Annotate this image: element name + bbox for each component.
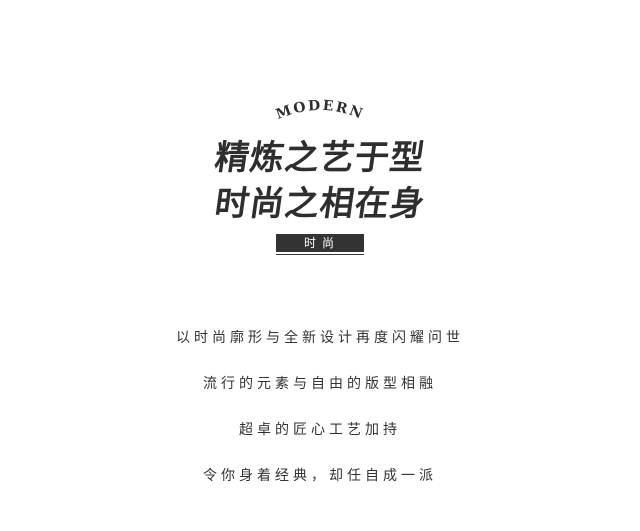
headline-line-1: 精炼之艺于型: [212, 138, 428, 178]
headline-line-2: 时尚之相在身: [212, 184, 428, 224]
badge-underline: [276, 254, 364, 255]
modern-arc-text: MODERN: [274, 98, 367, 123]
body-text-line-3: 超卓的匠心工艺加持: [239, 422, 401, 438]
category-badge: 时尚: [276, 234, 364, 252]
body-text-line-4: 令你身着经典，却任自成一派: [203, 468, 437, 484]
arc-label-graphic: MODERN: [274, 98, 367, 123]
body-text-line-2: 流行的元素与自由的版型相融: [203, 376, 437, 392]
body-text-line-1: 以时尚廓形与全新设计再度闪耀问世: [176, 330, 464, 346]
